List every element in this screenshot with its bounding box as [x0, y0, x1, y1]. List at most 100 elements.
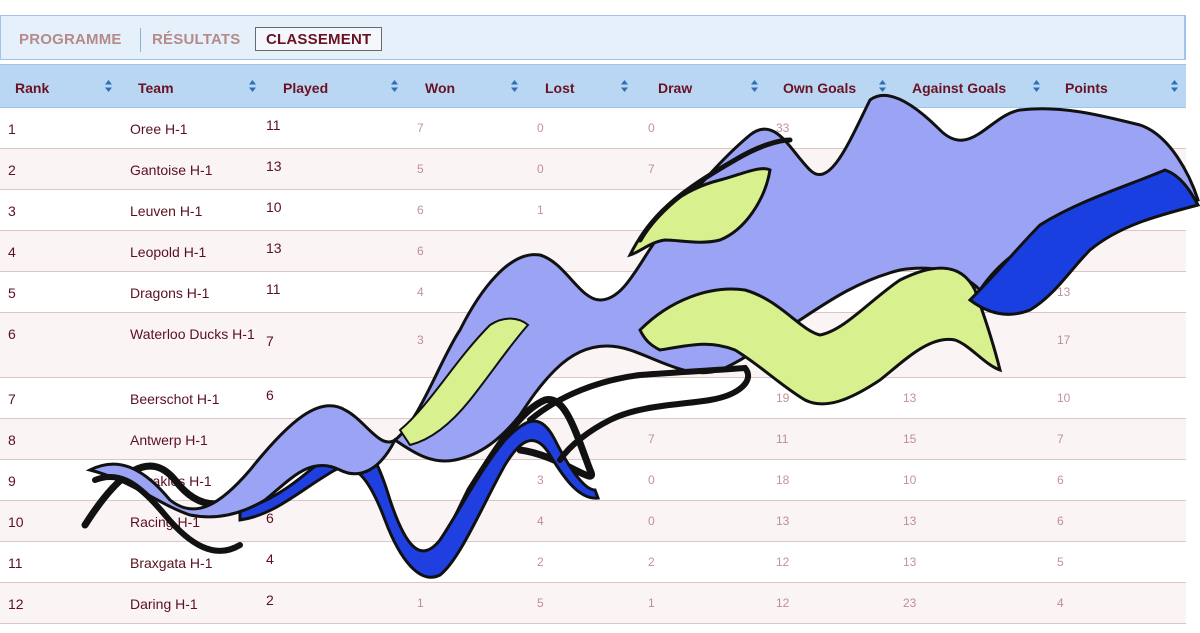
cell-draw: 0 [648, 121, 655, 135]
sort-arrows-icon[interactable] [510, 79, 519, 93]
cell-own-goals: 19 [776, 391, 790, 405]
cell-played: 10 [266, 199, 282, 215]
cell-played: 6 [266, 387, 274, 403]
cell-against-goals: 23 [903, 596, 917, 610]
cell-against-goals: 13 [903, 514, 917, 528]
sort-arrows-icon[interactable] [878, 79, 887, 93]
column-header-won[interactable]: Won [425, 80, 456, 96]
cell-lost: 2 [537, 555, 544, 569]
cell-played: 4 [266, 551, 274, 567]
cell-won: 5 [417, 162, 424, 176]
sort-arrows-icon[interactable] [620, 79, 629, 93]
cell-points: 7 [1057, 432, 1064, 446]
cell-draw: 0 [648, 514, 655, 528]
sort-arrows-icon[interactable] [104, 79, 113, 93]
tab-classement[interactable]: CLASSEMENT [255, 27, 383, 51]
cell-own-goals: 18 [776, 473, 790, 487]
cell-won: 4 [417, 285, 424, 299]
cell-team: Daring H-1 [130, 596, 198, 612]
cell-played: 2 [266, 592, 274, 608]
sort-arrows-icon[interactable] [1170, 79, 1179, 93]
cell-won: 1 [417, 596, 424, 610]
cell-own-goals: 12 [776, 555, 790, 569]
wave-black-outline-4 [92, 473, 243, 554]
column-header-own-goals[interactable]: Own Goals [783, 80, 857, 96]
cell-lost: 5 [537, 596, 544, 610]
cell-team: Waterloo Ducks H-1 [130, 326, 255, 342]
cell-points: 6 [1057, 473, 1064, 487]
table-row: 12 Daring H-1 2 1 5 1 12 23 4 [0, 583, 1186, 624]
cell-rank: 1 [8, 121, 16, 137]
wave-deep-blue-tail [967, 168, 1200, 316]
column-header-against-goals[interactable]: Against Goals [912, 80, 1007, 96]
column-header-played[interactable]: Played [283, 80, 329, 96]
cell-against-goals: 15 [903, 432, 917, 446]
cell-team: Braxgata H-1 [130, 555, 213, 571]
cell-won: 3 [417, 333, 424, 347]
cell-own-goals: 12 [776, 596, 790, 610]
wave-black-outline-3 [637, 137, 793, 243]
cell-rank: 9 [8, 473, 16, 489]
sort-arrows-icon[interactable] [750, 79, 759, 93]
cell-won: 7 [417, 121, 424, 135]
column-header-draw[interactable]: Draw [658, 80, 693, 96]
cell-points: 17 [1057, 333, 1071, 347]
cell-draw: 0 [648, 473, 655, 487]
sort-arrows-icon[interactable] [248, 79, 257, 93]
cell-own-goals: 13 [776, 514, 790, 528]
cell-rank: 12 [8, 596, 24, 612]
column-header-points[interactable]: Points [1065, 80, 1108, 96]
column-header-lost[interactable]: Lost [545, 80, 575, 96]
cell-against-goals: 13 [903, 391, 917, 405]
cell-lost: 0 [537, 121, 544, 135]
column-header-team[interactable]: Team [138, 80, 174, 96]
cell-lost: 1 [537, 203, 544, 217]
cell-points: 4 [1057, 596, 1064, 610]
sort-arrows-icon[interactable] [390, 79, 399, 93]
tab-resultats[interactable]: RÉSULTATS [152, 31, 241, 48]
table-row: 11 Braxgata H-1 4 2 2 12 13 5 [0, 542, 1186, 583]
column-header-rank[interactable]: Rank [15, 80, 50, 96]
cell-team: Beerschot H-1 [130, 391, 220, 407]
cell-draw: 2 [648, 555, 655, 569]
sort-arrows-icon[interactable] [1032, 79, 1041, 93]
wave-black-outline-2 [527, 364, 752, 463]
cell-lost: 3 [537, 473, 544, 487]
cell-points: 10 [1057, 391, 1071, 405]
cell-points: 13 [1057, 285, 1071, 299]
cell-team: Antwerp H-1 [130, 432, 208, 448]
cell-team: Oree H-1 [130, 121, 188, 137]
tab-programme[interactable]: PROGRAMME [19, 31, 122, 48]
cell-points: 5 [1057, 555, 1064, 569]
cell-points: 6 [1057, 514, 1064, 528]
cell-rank: 2 [8, 162, 16, 178]
wave-yellow-patch-2 [638, 266, 1003, 406]
cell-rank: 10 [8, 514, 24, 530]
cell-rank: 11 [8, 555, 23, 571]
cell-played: 6 [266, 510, 274, 526]
cell-own-goals: 33 [776, 121, 790, 135]
cell-team: Gantoise H-1 [130, 162, 213, 178]
cell-played: 13 [266, 158, 282, 174]
cell-rank: 6 [8, 326, 16, 342]
cell-rank: 5 [8, 285, 16, 301]
cell-draw: 7 [648, 162, 655, 176]
cell-team: Racing H-1 [130, 514, 201, 530]
cell-rank: 3 [8, 203, 16, 219]
cell-played: 13 [266, 240, 282, 256]
wave-yellow-patch-3 [398, 317, 530, 447]
tab-separator [140, 28, 141, 52]
cell-draw: 1 [648, 596, 655, 610]
cell-won: 6 [417, 203, 424, 217]
cell-rank: 8 [8, 432, 16, 448]
wave-periwinkle-body [85, 93, 1200, 519]
cell-team: Leuven H-1 [130, 203, 203, 219]
cell-rank: 4 [8, 244, 16, 260]
cell-rank: 7 [8, 391, 16, 407]
cell-against-goals: 13 [903, 555, 917, 569]
cell-draw: 7 [648, 432, 655, 446]
cell-lost: 0 [537, 162, 544, 176]
cell-team: Dragons H-1 [130, 285, 210, 301]
table-header: Rank Team Played Won Lost Draw Own Goals… [0, 64, 1186, 108]
